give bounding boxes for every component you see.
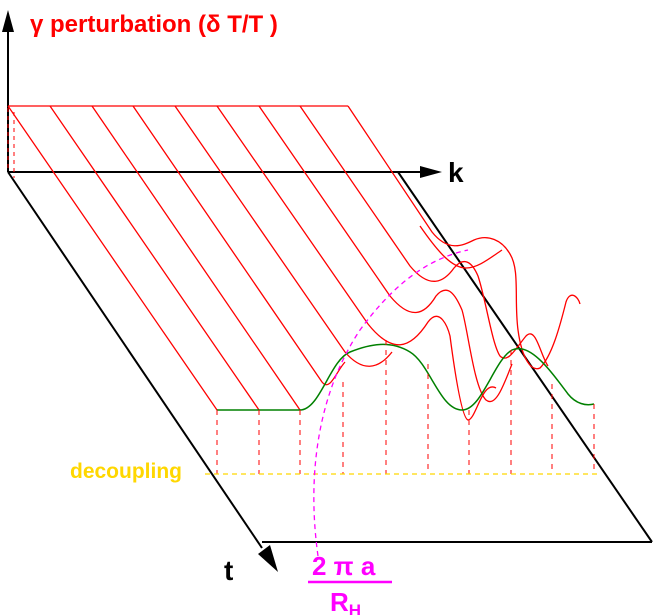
- y-axis-arrowhead: [2, 10, 14, 32]
- perturbation-line-9: [347, 105, 581, 370]
- k-axis-label: k: [448, 157, 464, 188]
- perturbation-line-8: [299, 105, 549, 367]
- horizon-curve: [313, 249, 469, 557]
- drop-lines: [216, 340, 595, 474]
- horizon-scale-label: 2 π a RH: [308, 551, 392, 615]
- perturbation-line-7: [258, 105, 513, 403]
- y-axis-label: γ perturbation (δ T/T ): [30, 11, 278, 38]
- decoupling-label: decoupling: [70, 460, 182, 483]
- perturbation-lines: [7, 105, 581, 421]
- perturbation-line-5: [174, 105, 393, 367]
- t-axis-arrowhead: [258, 545, 278, 572]
- k-axis-arrowhead: [420, 166, 442, 178]
- horizon-denominator-main: R: [330, 587, 349, 615]
- perturbation-line-6: [216, 105, 497, 421]
- perturbation-line-3: [91, 105, 301, 411]
- t-axis-label: t: [224, 555, 233, 586]
- horizon-numerator: 2 π a: [312, 551, 376, 581]
- horizon-denominator-sub: H: [349, 601, 361, 615]
- horizon-denominator: RH: [330, 587, 361, 615]
- perturbation-line-4: [132, 105, 346, 386]
- axes: [2, 10, 653, 572]
- decoupling-curve: [217, 343, 595, 411]
- t-axis-line: [7, 171, 263, 549]
- back-drop-lines: [7, 108, 15, 178]
- perturbation-line-1: [7, 105, 218, 411]
- perturbation-line-2: [49, 105, 260, 411]
- perturbation-line-10: [419, 225, 503, 269]
